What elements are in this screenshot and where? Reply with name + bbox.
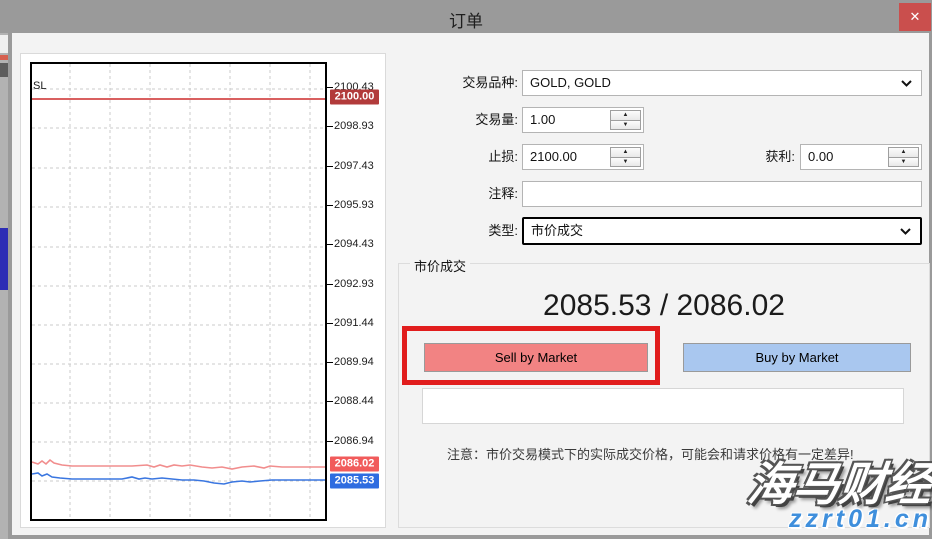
price-tag: 2086.02 xyxy=(330,456,379,472)
chevron-down-icon xyxy=(900,228,911,235)
axis-tick-label: 2086.94 xyxy=(326,435,374,447)
takeprofit-stepper[interactable]: 0.00 ▲ ▼ xyxy=(800,144,922,170)
dialog-title: 订单 xyxy=(449,12,483,31)
spin-down-icon[interactable]: ▼ xyxy=(611,119,640,129)
order-type-label: 类型: xyxy=(488,223,518,238)
symbol-select[interactable]: GOLD, GOLD xyxy=(522,70,922,96)
watermark-site: zzrt01.cn xyxy=(789,505,932,533)
price-chart[interactable] xyxy=(30,62,327,521)
spin-up-icon[interactable]: ▲ xyxy=(611,148,640,157)
comment-label: 注释: xyxy=(488,186,518,201)
order-result-box xyxy=(422,388,904,424)
price-tag: 2085.53 xyxy=(330,473,379,489)
axis-tick-label: 2098.93 xyxy=(326,120,374,132)
spin-down-icon[interactable]: ▼ xyxy=(611,156,640,166)
spin-down-icon[interactable]: ▼ xyxy=(889,156,918,166)
background-segment xyxy=(0,228,8,290)
background-segment xyxy=(0,63,8,77)
background-window-edge xyxy=(0,33,8,539)
market-execution-group-title: 市价成交 xyxy=(410,256,471,275)
symbol-value: GOLD, GOLD xyxy=(530,75,611,90)
stoploss-value: 2100.00 xyxy=(530,149,577,164)
chevron-down-icon xyxy=(901,80,912,87)
takeprofit-label: 获利: xyxy=(765,149,795,164)
execution-notice: 注意：市价交易模式下的实际成交价格，可能会和请求价格有一定差异! xyxy=(447,447,854,462)
symbol-label: 交易品种: xyxy=(462,75,518,90)
stoploss-label: 止损: xyxy=(488,149,518,164)
close-button[interactable]: ✕ xyxy=(899,3,931,31)
axis-tick-label: 2088.44 xyxy=(326,395,374,407)
bid-ask-quote: 2085.53 / 2086.02 xyxy=(543,289,785,322)
axis-tick-label: 2091.44 xyxy=(326,317,374,329)
axis-tick-label: 2089.94 xyxy=(326,356,374,368)
sl-line-label: SL xyxy=(33,80,47,92)
volume-value: 1.00 xyxy=(530,112,556,127)
title-bar: 订单 ✕ xyxy=(0,0,932,33)
axis-tick-label: 2092.93 xyxy=(326,278,374,290)
market-execution-group xyxy=(398,263,930,528)
order-type-select[interactable]: 市价成交 xyxy=(522,217,922,245)
takeprofit-spin-buttons: ▲ ▼ xyxy=(888,147,919,167)
axis-tick-label: 2095.93 xyxy=(326,199,374,211)
order-type-value: 市价成交 xyxy=(531,223,584,238)
volume-label: 交易量: xyxy=(475,112,518,127)
volume-spin-buttons: ▲ ▼ xyxy=(610,110,641,130)
axis-tick-label: 2094.43 xyxy=(326,238,374,250)
axis-tick-label: 2097.43 xyxy=(326,160,374,172)
spin-up-icon[interactable]: ▲ xyxy=(611,111,640,120)
background-segment xyxy=(0,55,8,60)
stoploss-spin-buttons: ▲ ▼ xyxy=(610,147,641,167)
buy-by-market-button[interactable]: Buy by Market xyxy=(683,343,911,372)
stoploss-stepper[interactable]: 2100.00 ▲ ▼ xyxy=(522,144,644,170)
volume-stepper[interactable]: 1.00 ▲ ▼ xyxy=(522,107,644,133)
close-icon: ✕ xyxy=(909,9,921,24)
background-segment xyxy=(0,35,8,53)
comment-input[interactable] xyxy=(522,181,922,207)
sell-by-market-button[interactable]: Sell by Market xyxy=(424,343,648,372)
takeprofit-value: 0.00 xyxy=(808,149,834,164)
price-tag: 2100.00 xyxy=(330,89,379,105)
spin-up-icon[interactable]: ▲ xyxy=(889,148,918,157)
